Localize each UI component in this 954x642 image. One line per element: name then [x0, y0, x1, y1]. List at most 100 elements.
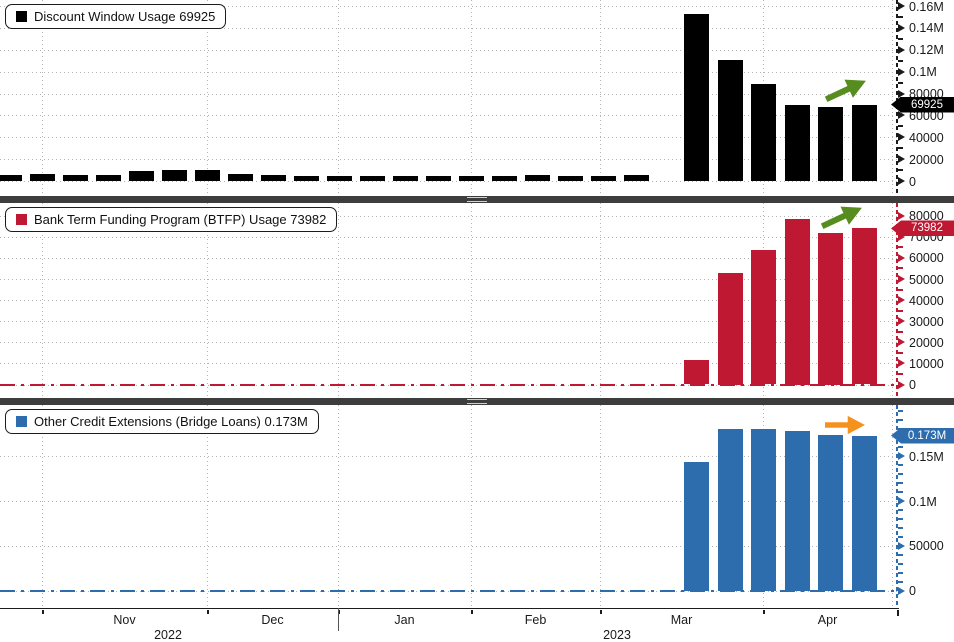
bar: [851, 435, 877, 591]
panel-divider: [0, 196, 954, 203]
plot-area-btfp: 0 10000 20000 30000 40000 50000 60000 70000 8000…: [0, 203, 954, 398]
month-gridline: [338, 405, 339, 608]
y-tick-label: 0: [909, 174, 916, 189]
y-minor-tick: [898, 553, 903, 556]
x-axis-tick: [207, 610, 209, 614]
y-tick-arrow: [898, 275, 905, 284]
y-axis-spine: [896, 0, 898, 196]
bar: [818, 434, 843, 591]
y-tick-label: 20000: [909, 152, 944, 167]
bar: [392, 175, 418, 181]
y-gridline: [0, 545, 897, 547]
bar: [425, 176, 451, 181]
y-minor-tick: [898, 571, 903, 574]
bar: [524, 175, 550, 181]
month-gridline: [207, 0, 208, 196]
y-minor-tick: [898, 372, 903, 375]
y-tick-arrow: [898, 23, 905, 32]
x-axis-line: [0, 608, 899, 609]
y-tick-label: 0.14M: [909, 21, 944, 36]
y-tick-arrow: [898, 317, 905, 326]
trend-up-arrow-icon: [824, 79, 866, 103]
bar: [293, 175, 319, 181]
y-tick-label: 0.1M: [909, 494, 937, 509]
bar: [717, 60, 743, 181]
y-tick-label: 40000: [909, 130, 944, 145]
y-tick-arrow: [898, 45, 905, 54]
y-tick-label: 0.1M: [909, 65, 937, 80]
y-tick-arrow: [898, 338, 905, 347]
y-tick-arrow: [898, 67, 905, 76]
y-tick-label: 0.15M: [909, 449, 944, 464]
y-gridline: [0, 71, 897, 73]
bar: [0, 174, 22, 181]
y-minor-tick: [898, 535, 903, 538]
legend-swatch-red: [16, 214, 27, 225]
y-tick-label: 30000: [909, 314, 944, 329]
month-gridline: [471, 0, 472, 196]
y-minor-tick: [898, 464, 903, 467]
bar: [851, 228, 877, 385]
y-tick-arrow: [898, 359, 905, 368]
y-tick-arrow: [898, 586, 905, 595]
month-gridline: [42, 0, 43, 196]
y-gridline: [0, 181, 897, 182]
y-tick-arrow: [898, 177, 905, 185]
bar: [326, 176, 352, 181]
y-minor-tick: [898, 309, 903, 312]
y-gridline: [0, 6, 897, 7]
y-gridline: [0, 159, 897, 161]
legend-bridge-loans: Other Credit Extensions (Bridge Loans) 0…: [5, 409, 319, 434]
legend-discount-window: Discount Window Usage 69925: [5, 4, 227, 29]
y-tick-arrow: [898, 380, 905, 389]
current-value-badge: 0.173M: [891, 427, 954, 444]
y-gridline: [0, 137, 897, 139]
x-month-label: Nov: [113, 613, 136, 627]
y-tick-arrow: [898, 1, 905, 10]
bar: [751, 84, 776, 181]
y-tick-arrow: [898, 541, 905, 550]
y-minor-tick: [898, 147, 903, 150]
y-minor-tick: [898, 482, 903, 485]
y-minor-tick: [898, 169, 903, 172]
y-minor-tick: [898, 330, 903, 333]
bar: [818, 107, 843, 181]
y-minor-tick: [898, 81, 903, 84]
y-tick-label: 40000: [909, 293, 944, 308]
bar: [751, 250, 776, 385]
bar: [590, 175, 616, 181]
panel-divider: [0, 398, 954, 405]
y-minor-tick: [898, 419, 903, 422]
y-tick-arrow: [898, 497, 905, 505]
y-gridline: [0, 236, 897, 238]
bar: [623, 174, 649, 181]
y-gridline: [0, 49, 897, 51]
bar: [717, 429, 743, 591]
bar: [161, 169, 187, 181]
y-tick-label: 10000: [909, 356, 944, 371]
x-year-label: 2022: [154, 628, 182, 642]
current-value-badge: 73982: [891, 220, 954, 237]
zero-value-dash-line: [0, 383, 897, 386]
y-tick-arrow: [898, 89, 905, 98]
y-minor-tick: [898, 446, 903, 449]
y-tick-label: 50000: [909, 539, 944, 554]
bar: [62, 175, 88, 181]
bar: [851, 104, 877, 181]
month-gridline: [471, 405, 472, 608]
bar: [227, 173, 253, 181]
y-minor-tick: [898, 580, 903, 583]
bar: [717, 273, 743, 385]
panel-resize-handle[interactable]: [467, 399, 487, 404]
panel-resize-handle[interactable]: [467, 197, 487, 202]
y-gridline: [0, 321, 897, 323]
month-gridline: [42, 405, 43, 608]
year-divider-line: [338, 608, 339, 631]
legend-swatch-black: [16, 11, 27, 22]
bar: [784, 431, 810, 591]
bar: [491, 175, 517, 181]
y-gridline: [0, 27, 897, 29]
legend-label: Discount Window Usage 69925: [34, 9, 216, 24]
y-tick-label: 0.12M: [909, 43, 944, 58]
